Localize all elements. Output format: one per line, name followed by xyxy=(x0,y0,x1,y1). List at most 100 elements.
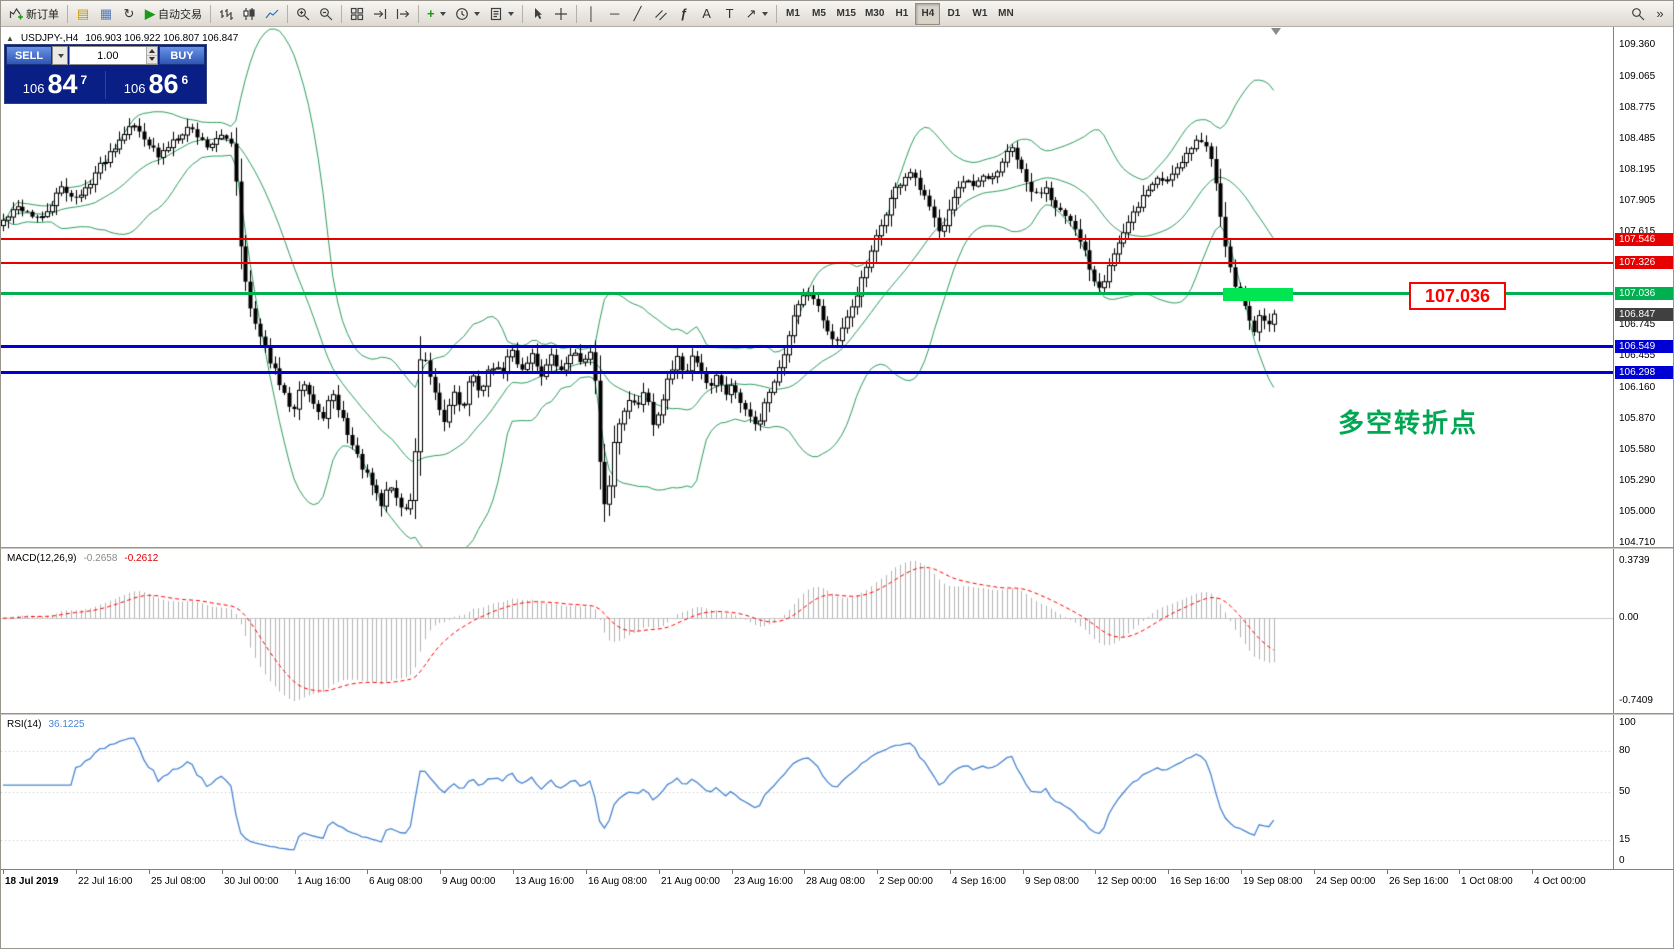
new-chart-button[interactable]: ▤ xyxy=(72,3,94,25)
time-axis-label: 4 Oct 00:00 xyxy=(1534,876,1586,887)
toolbar-divider xyxy=(287,4,288,23)
arrows-tool-button[interactable]: ↗ xyxy=(742,3,772,25)
search-button[interactable] xyxy=(1627,3,1649,25)
timeframe-m1-button[interactable]: M1 xyxy=(781,3,806,25)
label-tool-button[interactable]: T xyxy=(719,3,741,25)
toolbar-divider xyxy=(521,4,523,23)
text-tool-button[interactable]: A xyxy=(696,3,718,25)
chevron-down-icon xyxy=(507,11,514,16)
sell-price-display[interactable]: 106 84 7 xyxy=(22,69,88,99)
price-line-107-546[interactable] xyxy=(1,238,1613,241)
toolbar-divider xyxy=(67,4,68,23)
price-axis-label: 109.065 xyxy=(1619,70,1656,82)
bar-chart-button[interactable] xyxy=(215,3,237,25)
timeframe-m5-button[interactable]: M5 xyxy=(807,3,832,25)
sell-button[interactable]: SELL xyxy=(6,46,52,65)
horizontal-line-tool-button[interactable]: ─ xyxy=(604,3,626,25)
price-axis-label: 0.3739 xyxy=(1619,555,1650,566)
trendline-tool-button[interactable]: ╱ xyxy=(627,3,649,25)
price-line-106-549[interactable] xyxy=(1,344,1613,348)
indicators-plus-icon: + xyxy=(427,6,435,21)
time-axis-tick xyxy=(222,870,223,874)
search-icon xyxy=(1632,7,1645,20)
chart-shift-marker[interactable] xyxy=(1270,28,1281,35)
autotrading-button[interactable]: ▶ 自动交易 xyxy=(141,3,206,25)
periods-button[interactable] xyxy=(451,3,484,25)
time-axis-label: 18 Jul 2019 xyxy=(5,876,59,887)
time-axis[interactable]: 18 Jul 2019 22 Jul 16:00 25 Jul 08:00 30 Ju… xyxy=(1,869,1673,891)
order-type-dropdown[interactable] xyxy=(52,46,68,65)
time-axis-label: 1 Aug 16:00 xyxy=(297,876,351,887)
highlight-zone[interactable] xyxy=(1223,288,1293,301)
timeframe-m15-button[interactable]: M15 xyxy=(833,3,860,25)
price-callout-label[interactable]: 107.036 xyxy=(1409,282,1506,310)
price-line-107-036[interactable] xyxy=(1,292,1613,296)
price-axis[interactable]: 0.3739 0.00 -0.7409 100 80 50 15 0 109.360 109.06… xyxy=(1613,27,1673,869)
bar-chart-icon xyxy=(220,8,233,20)
profiles-icon: ▦ xyxy=(99,6,113,21)
price-axis-label: 108.195 xyxy=(1619,163,1656,175)
time-axis-label: 23 Aug 16:00 xyxy=(734,876,793,887)
refresh-icon: ↻ xyxy=(123,6,135,21)
spinner-down-icon xyxy=(148,57,155,62)
channel-tool-button[interactable] xyxy=(650,3,672,25)
chart-shift-button[interactable] xyxy=(392,3,414,25)
auto-scroll-button[interactable] xyxy=(369,3,391,25)
line-chart-button[interactable] xyxy=(261,3,283,25)
arrow-tool-icon: ↗ xyxy=(745,6,757,21)
rsi-value: 36.1225 xyxy=(48,719,85,730)
price-divider xyxy=(105,70,106,99)
zoom-out-button[interactable] xyxy=(315,3,337,25)
chart-note-text[interactable]: 多空转折点 xyxy=(1338,408,1479,438)
price-axis-label: 105.000 xyxy=(1619,505,1656,517)
indicators-button[interactable]: + xyxy=(423,3,450,25)
zoom-in-icon xyxy=(297,7,310,20)
cursor-tool-button[interactable] xyxy=(527,3,549,25)
panel-splitter[interactable] xyxy=(1,713,1673,715)
crosshair-tool-button[interactable] xyxy=(550,3,572,25)
chevron-down-icon xyxy=(58,53,64,58)
volume-up-button[interactable] xyxy=(146,47,157,56)
volume-input[interactable] xyxy=(70,47,146,64)
timeframe-m30-button[interactable]: M30 xyxy=(861,3,888,25)
timeframe-mn-button[interactable]: MN xyxy=(993,3,1018,25)
templates-button[interactable] xyxy=(485,3,518,25)
toolbar-overflow-button[interactable]: » xyxy=(1649,3,1671,25)
timeframe-d1-button[interactable]: D1 xyxy=(941,3,966,25)
candlestick-chart-button[interactable] xyxy=(238,3,260,25)
fibonacci-tool-button[interactable]: ƒ xyxy=(673,3,695,25)
collapse-arrow-icon[interactable]: ▲ xyxy=(6,34,14,43)
new-order-button[interactable]: 新订单 xyxy=(5,3,63,25)
timeframe-h1-button[interactable]: H1 xyxy=(889,3,914,25)
one-click-trading-panel: SELL BUY 106 84 7 xyxy=(4,44,207,104)
rsi-canvas[interactable] xyxy=(1,715,1613,869)
buy-button[interactable]: BUY xyxy=(159,46,205,65)
refresh-button[interactable]: ↻ xyxy=(118,3,140,25)
price-axis-label: 105.580 xyxy=(1619,443,1656,455)
chevron-down-icon xyxy=(439,11,446,16)
price-axis-label: 50 xyxy=(1619,786,1631,797)
price-line-106-298[interactable] xyxy=(1,371,1613,375)
price-chart-canvas[interactable] xyxy=(1,27,1613,547)
zoom-in-button[interactable] xyxy=(292,3,314,25)
vertical-line-tool-button[interactable]: │ xyxy=(581,3,603,25)
time-axis-label: 2 Sep 00:00 xyxy=(879,876,933,887)
timeframe-w1-button[interactable]: W1 xyxy=(967,3,992,25)
macd-canvas[interactable] xyxy=(1,549,1613,713)
profiles-button[interactable]: ▦ xyxy=(95,3,117,25)
chevron-down-icon xyxy=(761,11,768,16)
time-axis-tick xyxy=(513,870,514,874)
tile-windows-button[interactable] xyxy=(346,3,368,25)
autotrading-label: 自动交易 xyxy=(158,8,202,21)
price-line-107-326[interactable] xyxy=(1,261,1613,264)
price-chart-panel: ▲ USDJPY-,H4 106.903 106.922 106.807 106… xyxy=(1,27,1613,547)
volume-down-button[interactable] xyxy=(146,55,157,64)
channel-icon xyxy=(654,9,667,20)
crosshair-icon xyxy=(554,7,567,20)
buy-price-display[interactable]: 106 86 6 xyxy=(123,69,189,99)
vertical-line-icon: │ xyxy=(587,6,596,21)
time-axis-tick xyxy=(1023,870,1024,874)
timeframe-h4-button[interactable]: H4 xyxy=(915,2,941,25)
panel-splitter[interactable] xyxy=(1,547,1673,549)
